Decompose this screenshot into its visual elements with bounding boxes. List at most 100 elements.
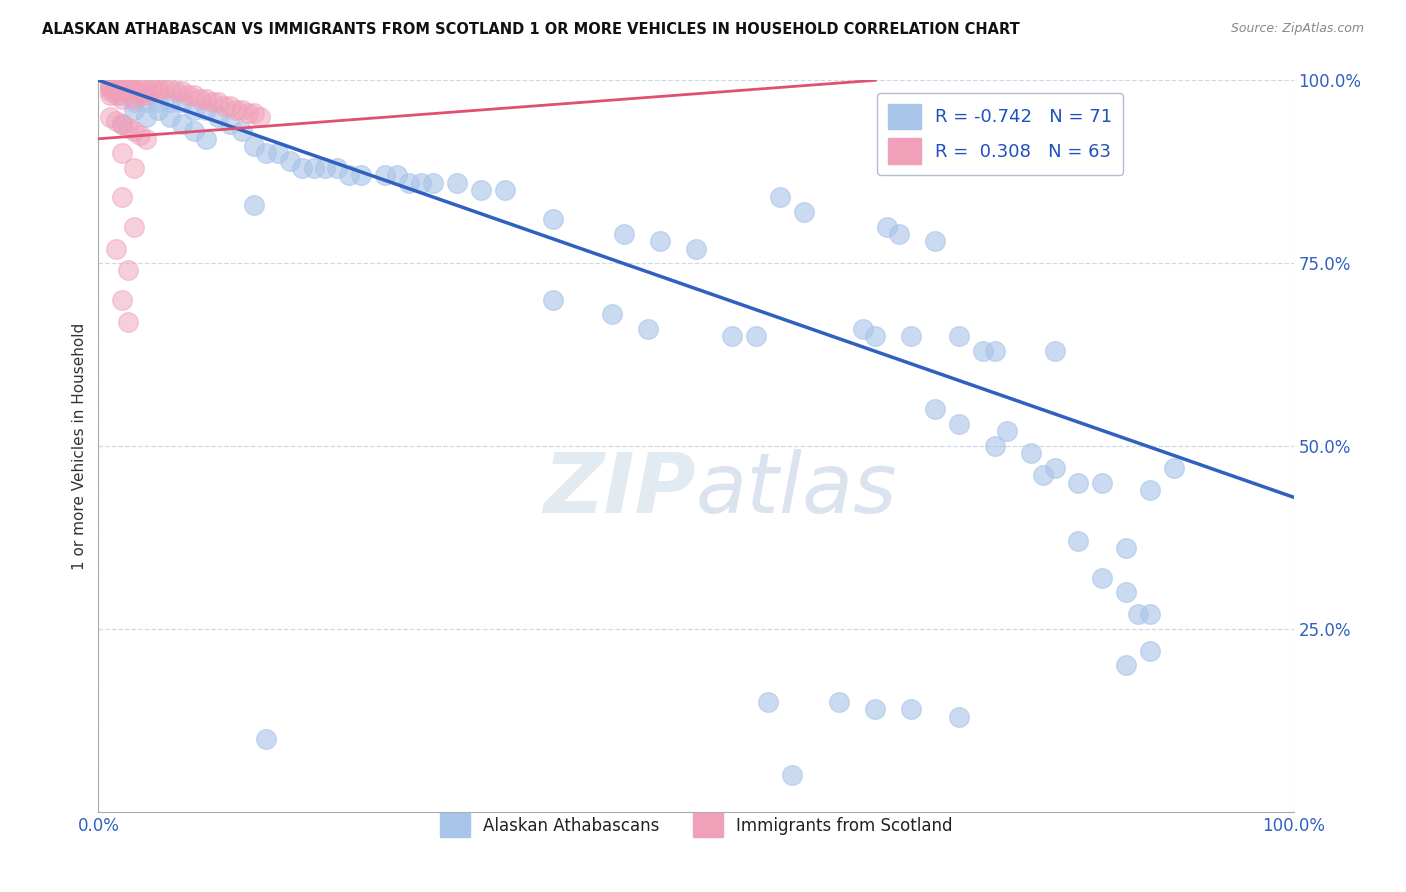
Point	[948, 709, 970, 723]
Point	[1115, 658, 1137, 673]
Y-axis label: 1 or more Vehicles in Household: 1 or more Vehicles in Household	[72, 322, 87, 570]
Point	[1067, 534, 1090, 549]
Point	[326, 161, 349, 175]
Point	[339, 169, 361, 183]
Point	[1043, 343, 1066, 358]
Point	[637, 322, 659, 336]
Point	[124, 103, 146, 117]
Point	[470, 183, 492, 197]
Point	[948, 417, 970, 431]
Point	[98, 77, 122, 91]
Point	[201, 95, 224, 110]
Point	[117, 120, 139, 135]
Point	[648, 234, 672, 248]
Point	[948, 329, 970, 343]
Point	[105, 87, 128, 102]
Point	[1139, 644, 1161, 658]
Point	[111, 146, 134, 161]
Point	[159, 110, 181, 124]
Point	[745, 329, 768, 343]
Point	[111, 293, 134, 307]
Point	[117, 77, 139, 91]
Point	[756, 695, 779, 709]
Point	[1139, 607, 1161, 622]
Point	[111, 92, 134, 106]
Point	[148, 84, 170, 98]
Point	[98, 84, 122, 98]
Point	[98, 87, 122, 102]
Point	[111, 190, 134, 204]
Point	[793, 205, 815, 219]
Point	[984, 343, 1007, 358]
Point	[231, 124, 253, 138]
Point	[188, 92, 211, 106]
Point	[924, 402, 946, 417]
Point	[267, 146, 290, 161]
Point	[889, 227, 911, 241]
Point	[219, 117, 242, 131]
Point	[613, 227, 636, 241]
Point	[721, 329, 744, 343]
Point	[315, 161, 337, 175]
Point	[236, 106, 259, 120]
Text: ZIP: ZIP	[543, 450, 696, 531]
Point	[1139, 483, 1161, 497]
Point	[398, 176, 420, 190]
Point	[135, 80, 157, 95]
Point	[900, 702, 922, 716]
Point	[385, 169, 409, 183]
Point	[374, 169, 396, 183]
Point	[494, 183, 516, 197]
Text: ALASKAN ATHABASCAN VS IMMIGRANTS FROM SCOTLAND 1 OR MORE VEHICLES IN HOUSEHOLD C: ALASKAN ATHABASCAN VS IMMIGRANTS FROM SC…	[42, 22, 1019, 37]
Point	[541, 293, 564, 307]
Point	[129, 80, 152, 95]
Point	[124, 219, 146, 234]
Point	[148, 103, 170, 117]
Point	[865, 702, 887, 716]
Point	[1019, 446, 1042, 460]
Point	[111, 117, 134, 131]
Point	[1043, 461, 1066, 475]
Point	[243, 139, 266, 153]
Point	[124, 124, 146, 138]
Point	[195, 103, 218, 117]
Point	[117, 263, 139, 277]
Point	[243, 106, 266, 120]
Point	[865, 329, 887, 343]
Point	[124, 161, 146, 175]
Point	[98, 110, 122, 124]
Point	[1163, 461, 1185, 475]
Point	[984, 439, 1007, 453]
Point	[254, 146, 277, 161]
Point	[117, 80, 139, 95]
Point	[111, 80, 134, 95]
Point	[768, 190, 790, 204]
Point	[135, 84, 157, 98]
Point	[159, 95, 181, 110]
Point	[852, 322, 875, 336]
Point	[148, 80, 170, 95]
Point	[995, 425, 1018, 439]
Point	[105, 242, 128, 256]
Point	[105, 77, 128, 91]
Point	[148, 95, 170, 110]
Point	[249, 110, 271, 124]
Point	[135, 87, 157, 102]
Point	[780, 768, 803, 782]
Point	[900, 329, 922, 343]
Legend: Alaskan Athabascans, Immigrants from Scotland: Alaskan Athabascans, Immigrants from Sco…	[433, 806, 959, 844]
Point	[153, 80, 176, 95]
Point	[1067, 475, 1090, 490]
Point	[124, 95, 146, 110]
Point	[972, 343, 994, 358]
Point	[685, 242, 707, 256]
Point	[1115, 541, 1137, 556]
Point	[183, 124, 205, 138]
Point	[183, 87, 205, 102]
Point	[172, 117, 194, 131]
Point	[1128, 607, 1150, 622]
Point	[876, 219, 898, 234]
Point	[212, 99, 235, 113]
Point	[1115, 585, 1137, 599]
Point	[165, 84, 187, 98]
